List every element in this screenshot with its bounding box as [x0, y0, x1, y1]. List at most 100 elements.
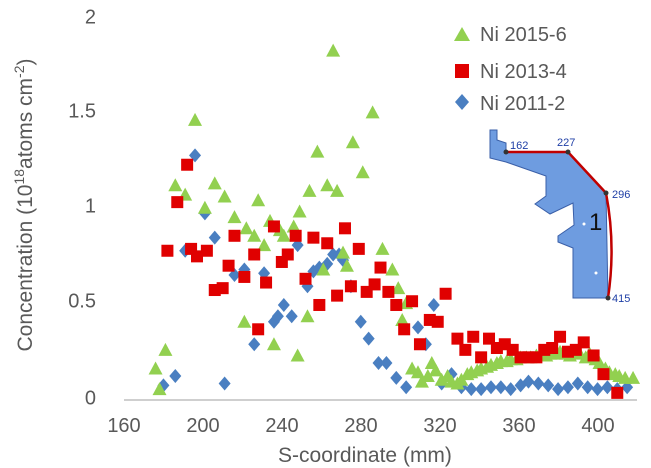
- data-point-ni-2015-6-29: [336, 245, 351, 259]
- legend-marker-ni-2015-6: [454, 27, 470, 41]
- data-point-ni-2015-6-32: [355, 165, 370, 179]
- data-point-ni-2015-6-20: [290, 348, 305, 362]
- data-point-ni-2013-4-0: [161, 244, 174, 257]
- inset-center-dot-2: [582, 222, 586, 226]
- data-point-ni-2013-4-1: [171, 196, 184, 209]
- data-point-ni-2013-4-8: [222, 259, 235, 272]
- data-point-ni-2015-6-25: [316, 262, 331, 276]
- data-point-ni-2013-4-12: [252, 323, 265, 336]
- legend-marker-ni-2013-4: [455, 64, 469, 78]
- data-point-ni-2015-6-3: [168, 178, 183, 192]
- data-point-ni-2011-2-32: [427, 297, 440, 312]
- x-tick-280: 280: [344, 415, 377, 437]
- y-axis-title: Concentration (1018atoms cm-2): [11, 59, 37, 352]
- data-point-ni-2013-4-10: [238, 270, 251, 283]
- data-point-ni-2013-4-23: [338, 222, 351, 235]
- data-point-ni-2011-2-13: [277, 297, 290, 312]
- data-point-ni-2015-6-77: [592, 355, 607, 369]
- x-tick-labels: 160 200 240 280 320 360 400: [107, 415, 614, 437]
- data-point-ni-2015-6-5: [188, 112, 203, 126]
- y-axis-title-end: ): [14, 59, 37, 66]
- data-point-ni-2015-6-16: [266, 337, 281, 351]
- data-point-ni-2015-6-26: [320, 178, 335, 192]
- data-point-ni-2011-2-27: [380, 355, 393, 370]
- data-point-ni-2011-2-25: [362, 331, 375, 346]
- data-point-ni-2015-6-83: [626, 370, 641, 384]
- data-point-ni-2013-4-21: [321, 237, 334, 250]
- data-point-ni-2013-4-17: [289, 229, 302, 242]
- inset-point-415: [605, 295, 611, 301]
- legend-label-ni-2013-4: Ni 2013-4: [480, 61, 567, 83]
- y-tick-1.5: 1.5: [68, 100, 96, 122]
- data-point-ni-2013-4-35: [431, 315, 444, 328]
- data-point-ni-2011-2-42: [522, 374, 535, 389]
- data-point-ni-2013-4-16: [281, 248, 294, 261]
- data-point-ni-2011-2-44: [542, 378, 555, 393]
- data-point-ni-2015-6-12: [247, 228, 262, 242]
- data-point-ni-2013-4-31: [398, 323, 411, 336]
- inset-point-162: [503, 149, 509, 155]
- y-axis-title-sup2: -2: [11, 65, 27, 78]
- x-axis-title: S-coordinate (mm): [278, 444, 452, 467]
- series-ni-2015-6: [148, 43, 641, 396]
- y-tick-0.5: 0.5: [68, 290, 96, 312]
- data-point-ni-2015-6-42: [420, 369, 435, 383]
- y-tick-1: 1: [85, 195, 96, 217]
- data-point-ni-2013-4-7: [216, 282, 229, 295]
- data-point-ni-2015-6-30: [339, 258, 354, 272]
- data-point-ni-2011-2-47: [571, 376, 584, 391]
- legend-label-ni-2015-6: Ni 2015-6: [480, 24, 567, 46]
- data-point-ni-2015-6-7: [207, 176, 222, 190]
- x-tick-400: 400: [581, 415, 614, 437]
- series-layer: [148, 43, 641, 399]
- data-point-ni-2013-4-27: [368, 278, 381, 291]
- inset-point-227: [565, 149, 571, 155]
- data-point-ni-2015-6-21: [292, 204, 307, 218]
- data-point-ni-2013-4-54: [587, 349, 600, 362]
- data-point-ni-2015-6-24: [310, 144, 325, 158]
- data-point-ni-2013-4-18: [299, 272, 312, 285]
- data-point-ni-2011-2-38: [484, 380, 497, 395]
- x-tick-240: 240: [265, 415, 298, 437]
- data-point-ni-2015-6-1: [152, 382, 167, 396]
- data-point-ni-2013-4-28: [374, 261, 387, 274]
- y-tick-0: 0: [85, 387, 96, 409]
- data-point-ni-2013-4-25: [352, 242, 365, 255]
- data-point-ni-2013-4-33: [413, 338, 426, 351]
- data-point-ni-2011-2-43: [532, 376, 545, 391]
- y-tick-2: 2: [85, 6, 96, 28]
- inset-label-227: 227: [557, 137, 575, 149]
- series-ni-2013-4: [161, 158, 624, 399]
- data-point-ni-2011-2-29: [400, 380, 413, 395]
- data-point-ni-2015-6-37: [395, 312, 410, 326]
- y-axis-title-sup1: 18: [11, 169, 27, 185]
- data-point-ni-2015-6-6: [197, 200, 212, 214]
- data-point-ni-2013-4-24: [344, 280, 357, 293]
- y-tick-labels: 0 0.5 1 1.5 2: [68, 6, 96, 409]
- data-point-ni-2011-2-12: [271, 309, 284, 324]
- data-point-ni-2015-6-36: [391, 281, 406, 295]
- data-point-ni-2013-4-37: [451, 332, 464, 345]
- x-tick-160: 160: [107, 415, 140, 437]
- data-point-ni-2013-4-4: [191, 250, 204, 263]
- data-point-ni-2011-2-40: [504, 382, 517, 397]
- data-point-ni-2015-6-35: [385, 262, 400, 276]
- data-point-ni-2015-6-9: [227, 210, 242, 224]
- data-point-ni-2013-4-20: [313, 298, 326, 311]
- data-point-ni-2011-2-50: [601, 380, 614, 395]
- data-point-ni-2013-4-13: [260, 276, 273, 289]
- data-point-ni-2011-2-45: [552, 382, 565, 397]
- data-point-ni-2013-4-56: [611, 386, 624, 399]
- data-point-ni-2011-2-5: [208, 230, 221, 245]
- legend: Ni 2015-6 Ni 2013-4 Ni 2011-2: [454, 24, 567, 115]
- data-point-ni-2013-4-39: [467, 330, 480, 343]
- data-point-ni-2013-4-41: [483, 332, 496, 345]
- data-point-ni-2011-2-6: [218, 376, 231, 391]
- inset-label-296: 296: [612, 189, 630, 201]
- data-point-ni-2013-4-22: [331, 289, 344, 302]
- inset-center-dot-3: [594, 271, 598, 275]
- data-point-ni-2015-6-2: [158, 342, 173, 356]
- data-point-ni-2013-4-11: [248, 248, 261, 261]
